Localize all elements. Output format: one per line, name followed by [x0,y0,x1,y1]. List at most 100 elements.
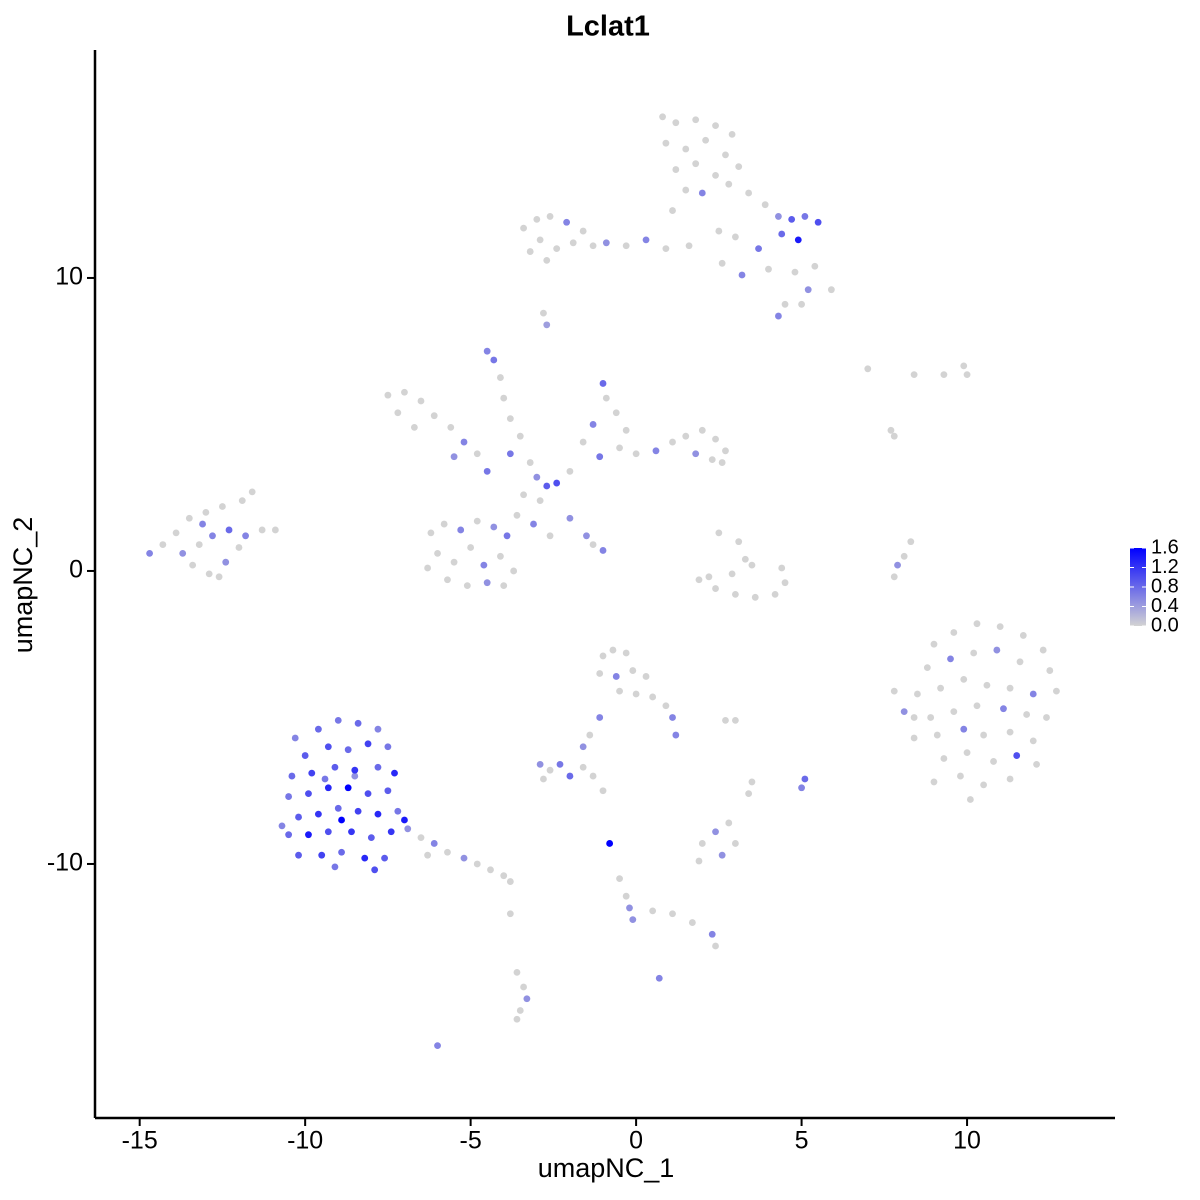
cell-point [308,769,316,777]
cell-point [536,497,544,505]
cell-point [506,910,514,918]
cell-point [467,544,475,551]
cell-point [172,529,180,537]
cell-point [957,772,964,780]
cell-point [450,558,458,566]
cell-point [364,790,372,798]
cell-point [599,380,607,387]
cell-point [513,1015,521,1023]
cell-point [659,113,666,121]
cell-point [626,904,633,912]
cell-point [503,532,511,540]
cell-point [930,640,938,648]
cell-point [778,230,786,238]
cell-point [602,394,610,402]
cell-point [553,245,561,253]
cell-point [209,532,216,540]
cell-point [530,520,537,528]
colorbar-label: 0.0 [1151,614,1179,636]
cell-point [629,667,637,674]
cell-point [745,790,753,798]
cell-point [890,573,898,581]
cell-point [731,233,739,241]
cell-point [500,872,508,880]
cell-point [271,526,279,534]
cell-point [473,860,481,868]
cell-point [417,834,425,841]
cell-point [781,300,789,308]
cell-point [324,828,332,836]
cell-point [354,719,362,727]
cell-point [579,763,587,771]
cell-point [387,828,395,836]
cell-point [338,848,345,856]
cell-point [473,517,481,525]
cell-point [483,347,491,355]
cell-point [394,807,402,815]
cell-point [338,816,345,824]
cell-point [748,778,756,786]
cell-point [1006,728,1014,736]
cell-point [579,227,587,235]
cell-point [801,213,809,220]
cell-point [497,552,504,560]
cell-point [692,160,700,168]
cell-point [526,248,534,255]
cell-point [520,983,527,991]
cell-point [348,828,355,836]
cell-point [1006,684,1014,692]
cell-point [682,432,690,440]
cell-point [771,591,779,598]
cell-point [609,646,617,654]
cell-point [622,649,630,657]
cell-point [599,787,607,795]
cell-point [728,570,736,578]
cell-point [788,215,796,223]
cell-point [490,523,498,531]
cell-point [579,743,587,751]
cell-point [907,538,915,546]
cell-point [344,784,352,792]
cell-point [371,866,379,874]
cell-point [497,374,504,381]
cell-point [295,851,302,859]
cell-point [864,365,872,373]
cell-point [791,268,799,276]
cell-point [417,397,425,405]
cell-point [775,312,782,320]
x-axis-title: umapNC_1 [538,1153,675,1183]
cell-point [381,854,388,862]
cell-point [1029,737,1037,745]
cell-point [364,740,372,748]
cell-point [506,415,514,422]
cell-point [1016,658,1024,666]
cell-point [457,526,465,534]
cell-point [914,690,921,698]
cell-point [622,892,630,900]
cell-point [811,262,819,270]
cell-point [440,520,448,528]
cell-point [596,453,604,461]
cell-point [1029,690,1037,698]
x-tick-label: 10 [953,1127,981,1155]
cell-point [401,816,408,824]
cell-point [738,271,746,279]
cell-point [258,526,266,534]
cell-point [887,426,895,434]
cell-point [1013,752,1021,759]
cell-point [566,467,574,475]
cell-point [649,693,657,701]
cell-point [672,731,680,739]
cell-point [553,479,561,487]
cell-point [980,781,988,789]
cell-point [612,409,620,417]
cell-point [540,775,547,783]
cell-point [735,163,743,171]
cell-point [669,207,676,214]
cell-point [950,708,958,716]
cell-point [324,784,332,792]
cell-point [662,139,670,147]
y-tick-label: -10 [47,849,83,877]
cell-point [195,541,203,548]
